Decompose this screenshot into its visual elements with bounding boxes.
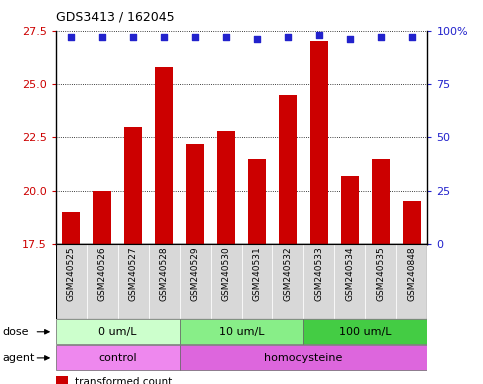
Bar (56, 345, 180, 371)
Bar (149, 244, 180, 319)
Text: GSM240528: GSM240528 (159, 246, 169, 301)
Bar (242, 244, 272, 319)
Text: GSM240533: GSM240533 (314, 246, 324, 301)
Text: GSM240530: GSM240530 (222, 246, 230, 301)
Bar (310, 41, 328, 244)
Text: 10 um/L: 10 um/L (219, 327, 264, 337)
Text: GSM240529: GSM240529 (190, 246, 199, 301)
Bar (248, 159, 266, 244)
Bar (403, 201, 421, 244)
Bar (211, 244, 242, 319)
Text: 0 um/L: 0 um/L (98, 327, 137, 337)
Point (160, 34, 168, 40)
Bar (124, 127, 142, 244)
Point (129, 34, 137, 40)
Point (284, 34, 292, 40)
Text: GSM240525: GSM240525 (67, 246, 75, 301)
Text: control: control (98, 353, 137, 363)
Bar (180, 319, 303, 344)
Text: GDS3413 / 162045: GDS3413 / 162045 (56, 10, 174, 23)
Point (346, 36, 354, 42)
Point (408, 34, 416, 40)
Point (98, 34, 106, 40)
Text: dose: dose (2, 327, 29, 337)
Point (253, 36, 261, 42)
Bar (303, 244, 334, 319)
Bar (217, 131, 235, 244)
Point (222, 34, 230, 40)
Bar (117, 244, 149, 319)
Text: GSM240531: GSM240531 (253, 246, 261, 301)
Bar (186, 144, 204, 244)
Bar (334, 244, 366, 319)
Bar (372, 159, 390, 244)
Text: transformed count: transformed count (75, 377, 173, 384)
Bar (272, 244, 303, 319)
Bar (341, 175, 359, 244)
Bar (279, 94, 297, 244)
Point (191, 34, 199, 40)
Bar (155, 67, 173, 244)
Point (315, 32, 323, 38)
Text: GSM240535: GSM240535 (376, 246, 385, 301)
Text: GSM240526: GSM240526 (98, 246, 107, 301)
Bar (180, 244, 211, 319)
Bar (62, 212, 80, 244)
Bar (93, 190, 112, 244)
Text: homocysteine: homocysteine (264, 353, 342, 363)
Point (67, 34, 75, 40)
Text: GSM240848: GSM240848 (408, 246, 416, 301)
Text: GSM240534: GSM240534 (345, 246, 355, 301)
Bar (366, 244, 397, 319)
Bar (86, 244, 117, 319)
Bar (397, 244, 427, 319)
Bar (56, 376, 68, 384)
Bar (180, 345, 427, 371)
Bar (56, 244, 86, 319)
Bar (303, 319, 427, 344)
Bar (56, 319, 180, 344)
Point (377, 34, 385, 40)
Text: 100 um/L: 100 um/L (339, 327, 392, 337)
Text: GSM240532: GSM240532 (284, 246, 293, 301)
Text: GSM240527: GSM240527 (128, 246, 138, 301)
Text: agent: agent (2, 353, 35, 363)
